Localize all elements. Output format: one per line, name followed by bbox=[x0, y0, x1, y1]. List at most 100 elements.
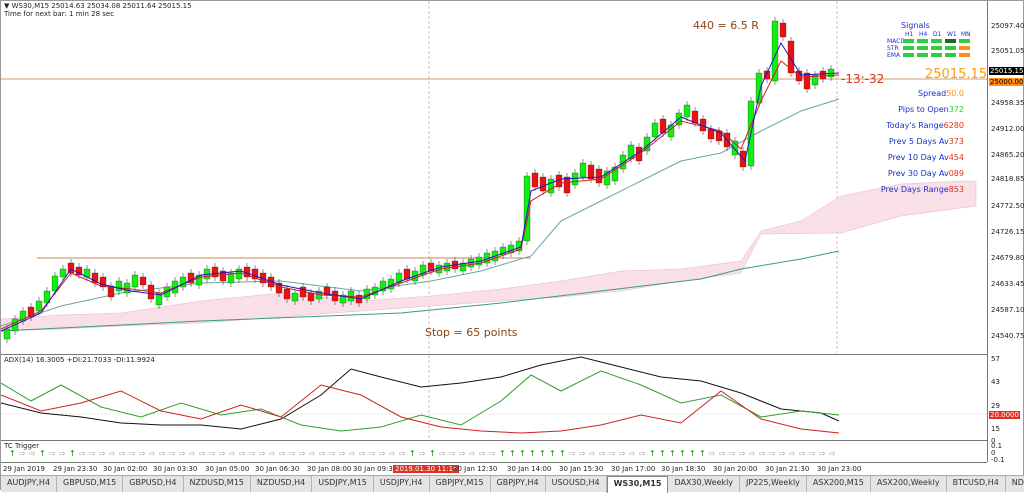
time-axis-label: 2019.01.30 11:15 bbox=[393, 465, 460, 473]
trigger-neutral-mark: ⇨ bbox=[779, 449, 786, 458]
signal-box bbox=[959, 39, 970, 43]
signal-row-label: STR bbox=[887, 45, 899, 52]
candle-body bbox=[3, 328, 11, 340]
tf-label: MN bbox=[961, 31, 971, 38]
trigger-neutral-mark: ⇨ bbox=[239, 449, 246, 458]
tab-ndx100-m15[interactable]: NDX100,M15 bbox=[1006, 476, 1024, 492]
tab-asx200-m15[interactable]: ASX200,M15 bbox=[807, 476, 871, 492]
bar-countdown: -13:-32 bbox=[841, 72, 885, 86]
moving-average-fast-blue bbox=[0, 41, 840, 332]
trigger-neutral-mark: ⇨ bbox=[619, 449, 626, 458]
trigger-neutral-mark: ⇨ bbox=[829, 449, 836, 458]
trigger-neutral-mark: ⇨ bbox=[29, 449, 36, 458]
tab-dax30-weekly[interactable]: DAX30,Weekly bbox=[668, 476, 741, 492]
stat-label: Prev 5 Days Av bbox=[888, 137, 949, 146]
trigger-neutral-mark: ⇨ bbox=[719, 449, 726, 458]
candle-body bbox=[531, 172, 539, 188]
stat-label: Pips to Open bbox=[898, 105, 949, 114]
price-chart[interactable] bbox=[0, 1, 987, 353]
tc-canvas: ↑ ⇨ ⇨ ↑ ⇨ ⇨ ↑ ⇨ ⇨ ⇨ ⇨ ⇨ ⇨ ⇨ ⇨ ⇨ ⇨ ⇨ ⇨ ⇨ ⇨ ⇨ ⇨ ⇨ ⇨ ⇨ ⇨ ⇨ ⇨ ⇨ ⇨ ⇨ ⇨ ⇨ ⇨ ⇨ ⇨ ⇨ ⇨ ⇨… bbox=[9, 449, 836, 458]
candle-body bbox=[339, 294, 347, 304]
trigger-neutral-mark: ⇨ bbox=[149, 449, 156, 458]
trigger-neutral-mark: ⇨ bbox=[79, 449, 86, 458]
candle-body bbox=[779, 22, 787, 38]
price-axis-label: 24772.50 bbox=[991, 202, 1024, 210]
tab-jp225-weekly[interactable]: JP225,Weekly bbox=[740, 476, 807, 492]
stat-value: 50.0 bbox=[946, 89, 964, 98]
stat-row: Prev 30 Day Av089 bbox=[888, 169, 964, 178]
stat-value: 853 bbox=[948, 185, 964, 194]
price-axis-label: 25000.00 bbox=[989, 78, 1024, 86]
adx-indicator-pane[interactable]: ADX(14) 16.3005 +DI:21.7033 -DI:11.9924 bbox=[0, 354, 987, 440]
tab-audjpy-h4[interactable]: AUDJPY,H4 bbox=[1, 476, 58, 492]
tab-gbpjpy-m15[interactable]: GBPJPY,M15 bbox=[430, 476, 491, 492]
candle-body bbox=[139, 276, 147, 286]
trigger-neutral-mark: ⇨ bbox=[419, 449, 426, 458]
trigger-up-arrow: ↑ bbox=[649, 449, 656, 458]
stat-value: 454 bbox=[948, 153, 964, 162]
price-axis-label: 25051.05 bbox=[991, 47, 1024, 55]
trigger-neutral-mark: ⇨ bbox=[489, 449, 496, 458]
trigger-neutral-mark: ⇨ bbox=[379, 449, 386, 458]
trigger-neutral-mark: ⇨ bbox=[339, 449, 346, 458]
trigger-neutral-mark: ⇨ bbox=[179, 449, 186, 458]
trigger-up-arrow: ↑ bbox=[499, 449, 506, 458]
tab-btcusd-h4[interactable]: BTCUSD,H4 bbox=[947, 476, 1006, 492]
stat-row: Prev Days Range853 bbox=[881, 185, 964, 194]
price-chart-canvas bbox=[0, 1, 987, 353]
time-axis-label: 30 Jan 15:30 bbox=[559, 465, 604, 473]
candle-body bbox=[395, 272, 403, 284]
candle-body bbox=[651, 122, 659, 138]
tab-usdjpy-h4[interactable]: USDJPY,H4 bbox=[374, 476, 430, 492]
tab-usdjpy-m15[interactable]: USDJPY,M15 bbox=[312, 476, 374, 492]
trigger-neutral-mark: ⇨ bbox=[319, 449, 326, 458]
signal-box bbox=[917, 39, 928, 43]
adx-line bbox=[0, 356, 840, 430]
trigger-up-arrow: ↑ bbox=[69, 449, 76, 458]
trigger-up-arrow: ↑ bbox=[429, 449, 436, 458]
trigger-neutral-mark: ⇨ bbox=[389, 449, 396, 458]
candle-body bbox=[219, 270, 227, 282]
candle-body bbox=[819, 70, 827, 80]
stat-value: 372 bbox=[948, 105, 964, 114]
time-axis-label: 30 Jan 21:30 bbox=[765, 465, 810, 473]
price-axis-label: 24633.45 bbox=[991, 280, 1024, 288]
tab-nzdusd-h4[interactable]: NZDUSD,H4 bbox=[251, 476, 313, 492]
stat-row: Prev 5 Days Av373 bbox=[889, 137, 964, 146]
trigger-neutral-mark: ⇨ bbox=[219, 449, 226, 458]
trigger-neutral-mark: ⇨ bbox=[159, 449, 166, 458]
trigger-neutral-mark: ⇨ bbox=[789, 449, 796, 458]
candle-body bbox=[283, 288, 291, 300]
trigger-neutral-mark: ⇨ bbox=[639, 449, 646, 458]
tab-nzdusd-m15[interactable]: NZDUSD,M15 bbox=[184, 476, 251, 492]
stat-label: Prev 30 Day Av bbox=[887, 169, 949, 178]
trigger-neutral-mark: ⇨ bbox=[769, 449, 776, 458]
tab-ws30-m15[interactable]: WS30,M15 bbox=[606, 476, 669, 493]
trigger-neutral-mark: ⇨ bbox=[329, 449, 336, 458]
trigger-neutral-mark: ⇨ bbox=[119, 449, 126, 458]
trigger-up-arrow: ↑ bbox=[539, 449, 546, 458]
adx-canvas bbox=[0, 355, 987, 440]
trigger-neutral-mark: ⇨ bbox=[129, 449, 136, 458]
tab-gbpjpy-h4[interactable]: GBPJPY,H4 bbox=[491, 476, 546, 492]
time-axis-label: 30 Jan 08:00 bbox=[307, 465, 352, 473]
candle-body bbox=[659, 118, 667, 134]
trigger-neutral-mark: ⇨ bbox=[439, 449, 446, 458]
tc-trigger-pane[interactable]: TC Trigger ↑ ⇨ ⇨ ↑ ⇨ ⇨ ↑ ⇨ ⇨ ⇨ ⇨ ⇨ ⇨ ⇨ ⇨ ⇨ ⇨ ⇨ ⇨ ⇨ ⇨ ⇨ ⇨ ⇨ ⇨ ⇨ ⇨ ⇨ ⇨… bbox=[1, 440, 987, 462]
stat-row: Today's Range6280 bbox=[886, 121, 964, 130]
signal-box bbox=[931, 46, 942, 50]
tab-gbpusd-m15[interactable]: GBPUSD,M15 bbox=[57, 476, 124, 492]
signal-box bbox=[945, 46, 956, 50]
candle-body bbox=[131, 274, 139, 288]
trigger-up-arrow: ↑ bbox=[39, 449, 46, 458]
trigger-neutral-mark: ⇨ bbox=[259, 449, 266, 458]
tab-usousd-h4[interactable]: USOUSD,H4 bbox=[546, 476, 607, 492]
tf-label: W1 bbox=[947, 31, 957, 38]
minus-di-line bbox=[0, 384, 840, 434]
tab-gbpusd-h4[interactable]: GBPUSD,H4 bbox=[123, 476, 184, 492]
tab-asx200-weekly[interactable]: ASX200,Weekly bbox=[871, 476, 947, 492]
adx-level-label: 15 bbox=[991, 425, 1000, 433]
trigger-neutral-mark: ⇨ bbox=[819, 449, 826, 458]
candle-body bbox=[251, 268, 259, 280]
next-bar-timer: Time for next bar: 1 min 28 sec bbox=[4, 10, 115, 18]
